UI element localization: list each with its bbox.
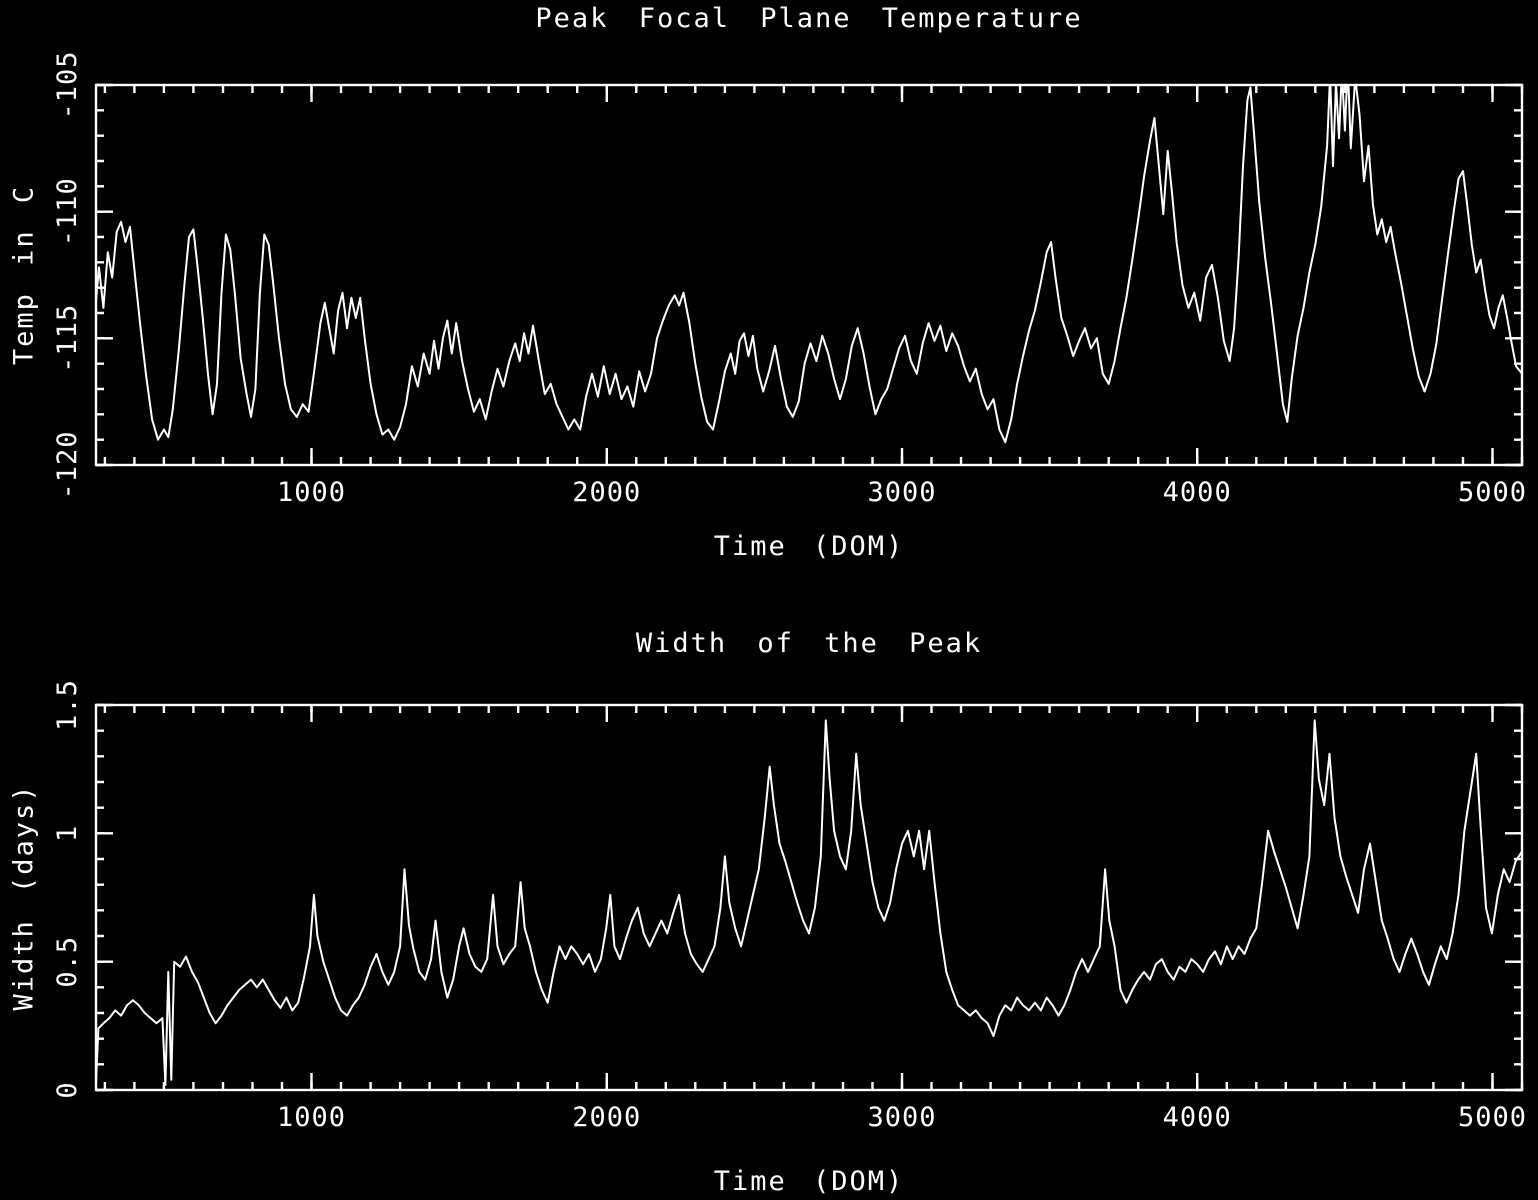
width-x-tick-label: 3000 (867, 1102, 936, 1133)
width-y-axis-label: Width (days) (8, 783, 40, 1011)
width-x-tick-label: 4000 (1163, 1102, 1232, 1133)
temperature-y-tick-label: -105 (52, 50, 83, 119)
width-series-line (96, 719, 1522, 1086)
temperature-x-tick-label: 4000 (1163, 477, 1232, 508)
width-x-axis-label: Time (DOM) (713, 1166, 905, 1197)
width-axes-box (94, 703, 1524, 1092)
width-chart-title: Width of the Peak (635, 628, 983, 659)
width-plot-area: 1000 2000 3000 4000 5000 0 0.5 1 1.5 (52, 679, 1527, 1133)
width-y-tick-label: 1.5 (52, 679, 83, 731)
temperature-x-tick-label: 2000 (572, 477, 641, 508)
temperature-y-tick-label: -110 (52, 177, 83, 246)
temperature-x-tick-label: 3000 (867, 477, 936, 508)
temperature-x-tick-label: 1000 (277, 477, 346, 508)
temperature-plot-area: 1000 2000 3000 4000 5000 -105 -110 -115 -120 (52, 50, 1527, 508)
temperature-x-tick-label: 5000 (1458, 477, 1527, 508)
temperature-y-tick-label: -115 (52, 304, 83, 373)
temperature-x-axis-label: Time (DOM) (713, 531, 905, 562)
width-y-tick-label: 1 (52, 825, 83, 842)
width-x-tick-label: 2000 (572, 1102, 641, 1133)
temperature-y-axis-label: Temp in C (8, 184, 40, 366)
width-y-tick-label: 0 (52, 1081, 83, 1098)
width-x-tick-label: 5000 (1458, 1102, 1527, 1133)
temperature-series-line (96, 85, 1522, 444)
temperature-y-tick-label: -120 (52, 430, 83, 499)
width-y-tick-label: 0.5 (52, 936, 83, 988)
temperature-chart-title: Peak Focal Plane Temperature (535, 3, 1083, 34)
temperature-axes-box (94, 83, 1524, 467)
width-x-tick-label: 1000 (277, 1102, 346, 1133)
